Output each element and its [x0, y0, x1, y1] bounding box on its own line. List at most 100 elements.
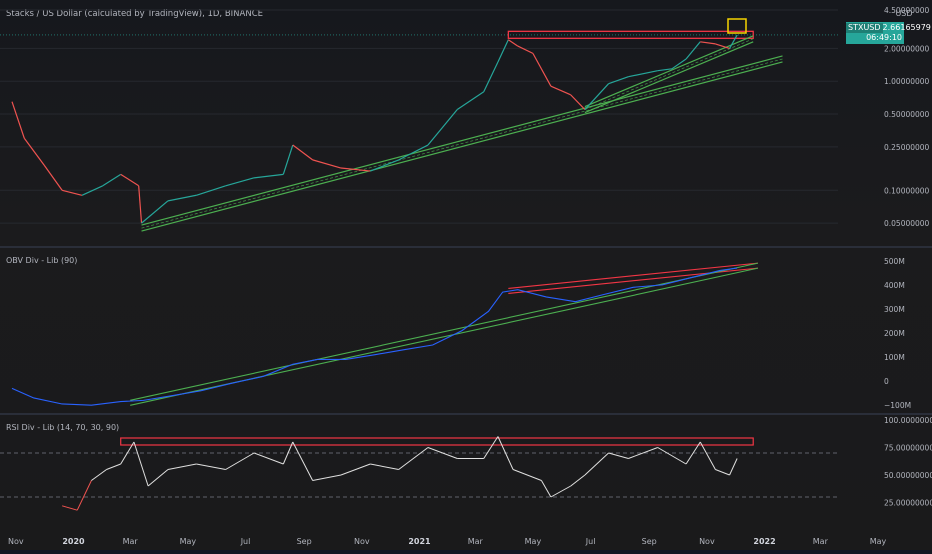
- support-trendline[interactable]: [141, 55, 783, 226]
- price-segment: [81, 185, 104, 196]
- obv-series: [11, 267, 738, 406]
- price-segment: [532, 53, 552, 87]
- price-segment: [497, 39, 509, 63]
- time-axis-label: May: [525, 537, 542, 546]
- rsi-segment: [91, 469, 107, 481]
- price-tick-label: 0.50000000: [884, 110, 930, 119]
- price-tick-label: 2.00000000: [884, 44, 930, 53]
- price-segment: [427, 109, 458, 146]
- resistance-trendline[interactable]: [508, 267, 758, 294]
- price-segment: [685, 41, 701, 60]
- rsi-segment: [120, 441, 135, 465]
- resistance-trendline[interactable]: [508, 262, 758, 289]
- rsi-segment: [584, 452, 609, 476]
- price-segment: [23, 137, 45, 166]
- symbol-label: STXUSD: [846, 23, 883, 33]
- rsi-segment: [282, 441, 294, 465]
- rsi-segment: [133, 441, 149, 487]
- time-axis-label: Mar: [813, 537, 829, 546]
- price-segment: [657, 68, 672, 72]
- price-segment: [61, 189, 83, 196]
- rsi-resistance-channel[interactable]: [120, 437, 754, 446]
- obv-tick-label: 100M: [884, 353, 905, 362]
- support-trendline[interactable]: [141, 61, 783, 232]
- obv-tick-label: 200M: [884, 329, 905, 338]
- countdown: 06:49:10: [866, 33, 902, 42]
- rsi-segment: [106, 463, 121, 470]
- price-segment: [715, 43, 730, 49]
- price-segment: [225, 177, 255, 187]
- rsi-tick-label: 25.00000000: [884, 499, 932, 508]
- price-gridlines: [0, 9, 838, 224]
- obv-tick-label: 400M: [884, 281, 905, 290]
- price-tick-label: 4.50000000: [884, 6, 930, 15]
- rsi-segment: [550, 485, 571, 498]
- time-axis-label: Jul: [585, 537, 596, 546]
- rsi-segment: [699, 441, 716, 470]
- price-segment: [292, 144, 314, 161]
- price-value: 2.66165979: [882, 23, 931, 32]
- support-midline: [141, 58, 783, 229]
- price-segment: [253, 173, 284, 179]
- rsi-segment: [657, 447, 687, 465]
- rsi-axis[interactable]: 100.00000000 75.00000000 50.00000000 25.000…: [884, 416, 932, 508]
- rsi-segment: [628, 447, 658, 459]
- price-segment: [456, 91, 485, 111]
- price-tick-label: 0.25000000: [884, 143, 930, 152]
- resistance-channel[interactable]: [507, 30, 754, 39]
- price-tick-label: 0.05000000: [884, 219, 930, 228]
- rsi-segment: [540, 480, 552, 498]
- price-segment: [167, 194, 197, 202]
- support-midline: [584, 38, 754, 110]
- obv-axis[interactable]: 500M 400M 300M 200M 100M 0 −100M: [884, 257, 911, 410]
- price-segment: [11, 101, 25, 139]
- price-segment: [700, 41, 716, 45]
- price-segment: [729, 34, 738, 49]
- obv-tick-label: −100M: [884, 401, 911, 410]
- price-segment: [282, 144, 294, 175]
- highlight-box[interactable]: [727, 18, 747, 34]
- price-segment: [671, 58, 687, 70]
- rsi-segment: [76, 480, 92, 511]
- price-segment: [628, 70, 658, 78]
- price-segment: [550, 85, 571, 96]
- rsi-title: RSI Div - Lib (14, 70, 30, 90): [6, 423, 119, 432]
- rsi-segment: [61, 505, 78, 511]
- support-trendline[interactable]: [130, 262, 759, 401]
- support-trendline[interactable]: [584, 41, 754, 114]
- price-segment: [370, 159, 399, 172]
- time-axis[interactable]: Nov 2020 Mar May Jul Sep Nov 2021 Mar May Jul Sep No…: [8, 537, 887, 546]
- price-segment: [120, 173, 140, 187]
- time-axis-label: 2022: [753, 537, 775, 546]
- rsi-pane[interactable]: RSI Div - Lib (14, 70, 30, 90) 100.00000…: [0, 416, 932, 511]
- rsi-segment: [340, 463, 371, 476]
- rsi-trendlines[interactable]: [120, 437, 754, 446]
- time-axis-label: Mar: [468, 537, 484, 546]
- rsi-segment: [512, 469, 542, 481]
- price-segment: [517, 45, 534, 54]
- price-segment: [608, 76, 629, 85]
- price-segment: [43, 164, 63, 191]
- price-axis[interactable]: 4.50000000 2.00000000 1.00000000 0.50000000…: [884, 6, 930, 228]
- price-segment: [138, 185, 143, 224]
- rsi-segment: [497, 436, 514, 470]
- rsi-tick-label: 75.00000000: [884, 444, 932, 453]
- price-segment: [508, 39, 519, 47]
- rsi-segment: [292, 441, 314, 481]
- price-segment: [102, 173, 122, 187]
- rsi-segment: [570, 474, 586, 487]
- price-tick-label: 1.00000000: [884, 77, 930, 86]
- time-axis-label: 2021: [408, 537, 431, 546]
- price-segment: [340, 167, 371, 172]
- obv-pane[interactable]: OBV Div - Lib (90) 500M 400M 300M 200M 100M 0…: [6, 256, 911, 410]
- price-segment: [483, 61, 499, 93]
- rsi-segment: [427, 447, 458, 459]
- price-pane[interactable]: Stacks / US Dollar (calculated by Tradin…: [0, 6, 930, 232]
- time-axis-label: May: [870, 537, 887, 546]
- price-trendlines[interactable]: [141, 30, 783, 232]
- obv-line: [11, 267, 738, 406]
- support-trendline[interactable]: [584, 35, 754, 108]
- rsi-segment: [147, 469, 169, 487]
